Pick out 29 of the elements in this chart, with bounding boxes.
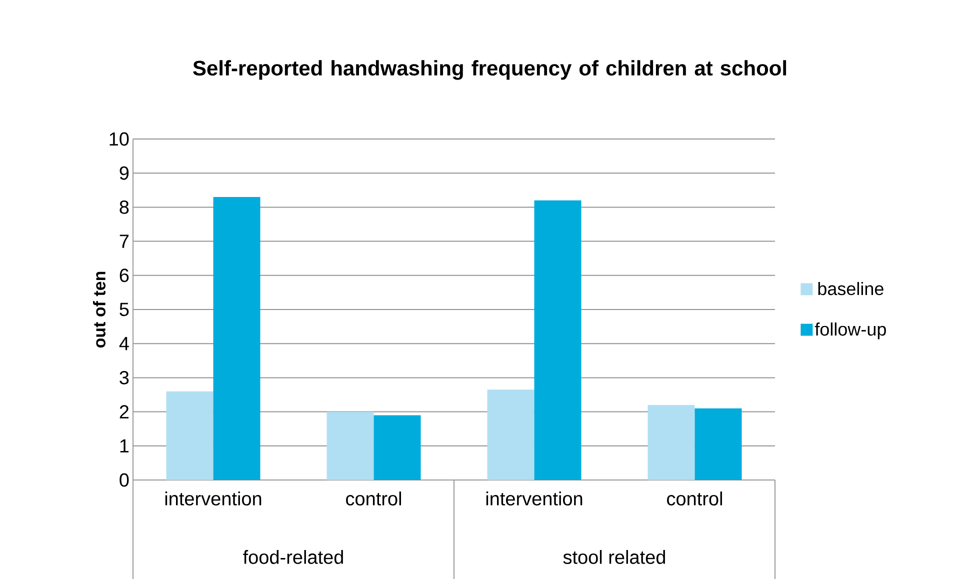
y-tick-label: 9 [120,166,129,180]
y-tick-label: 10 [110,132,129,146]
x-tick-label: intervention [165,491,262,506]
y-axis-title: out of ten [92,272,106,348]
y-tick-label: 8 [120,200,129,214]
y-tick-label: 5 [120,302,129,316]
x-tick-label: control [667,491,722,506]
bar [648,404,695,480]
bar [326,412,374,480]
bar [213,196,260,480]
y-tick-label: 3 [120,370,129,384]
legend-label: baseline [818,282,884,295]
bar [487,389,534,480]
y-tick-label: 0 [120,473,129,486]
bar [374,414,421,480]
x-tick-label: intervention [486,491,582,506]
bar [166,391,214,480]
legend-label: follow-up [814,322,886,340]
bar [534,200,582,480]
chart-title: Self-reported handwashing frequency of children at school [193,60,786,80]
text: stool related [563,550,665,564]
y-tick-label: 6 [120,268,129,282]
y-tick-label: 7 [120,234,129,248]
bar [694,408,742,480]
x-tick-label: control [346,491,401,506]
y-tick-label: 1 [120,439,129,452]
y-tick-label: 2 [120,404,129,418]
y-tick-label: 4 [119,336,129,350]
text: food-related [243,550,343,564]
